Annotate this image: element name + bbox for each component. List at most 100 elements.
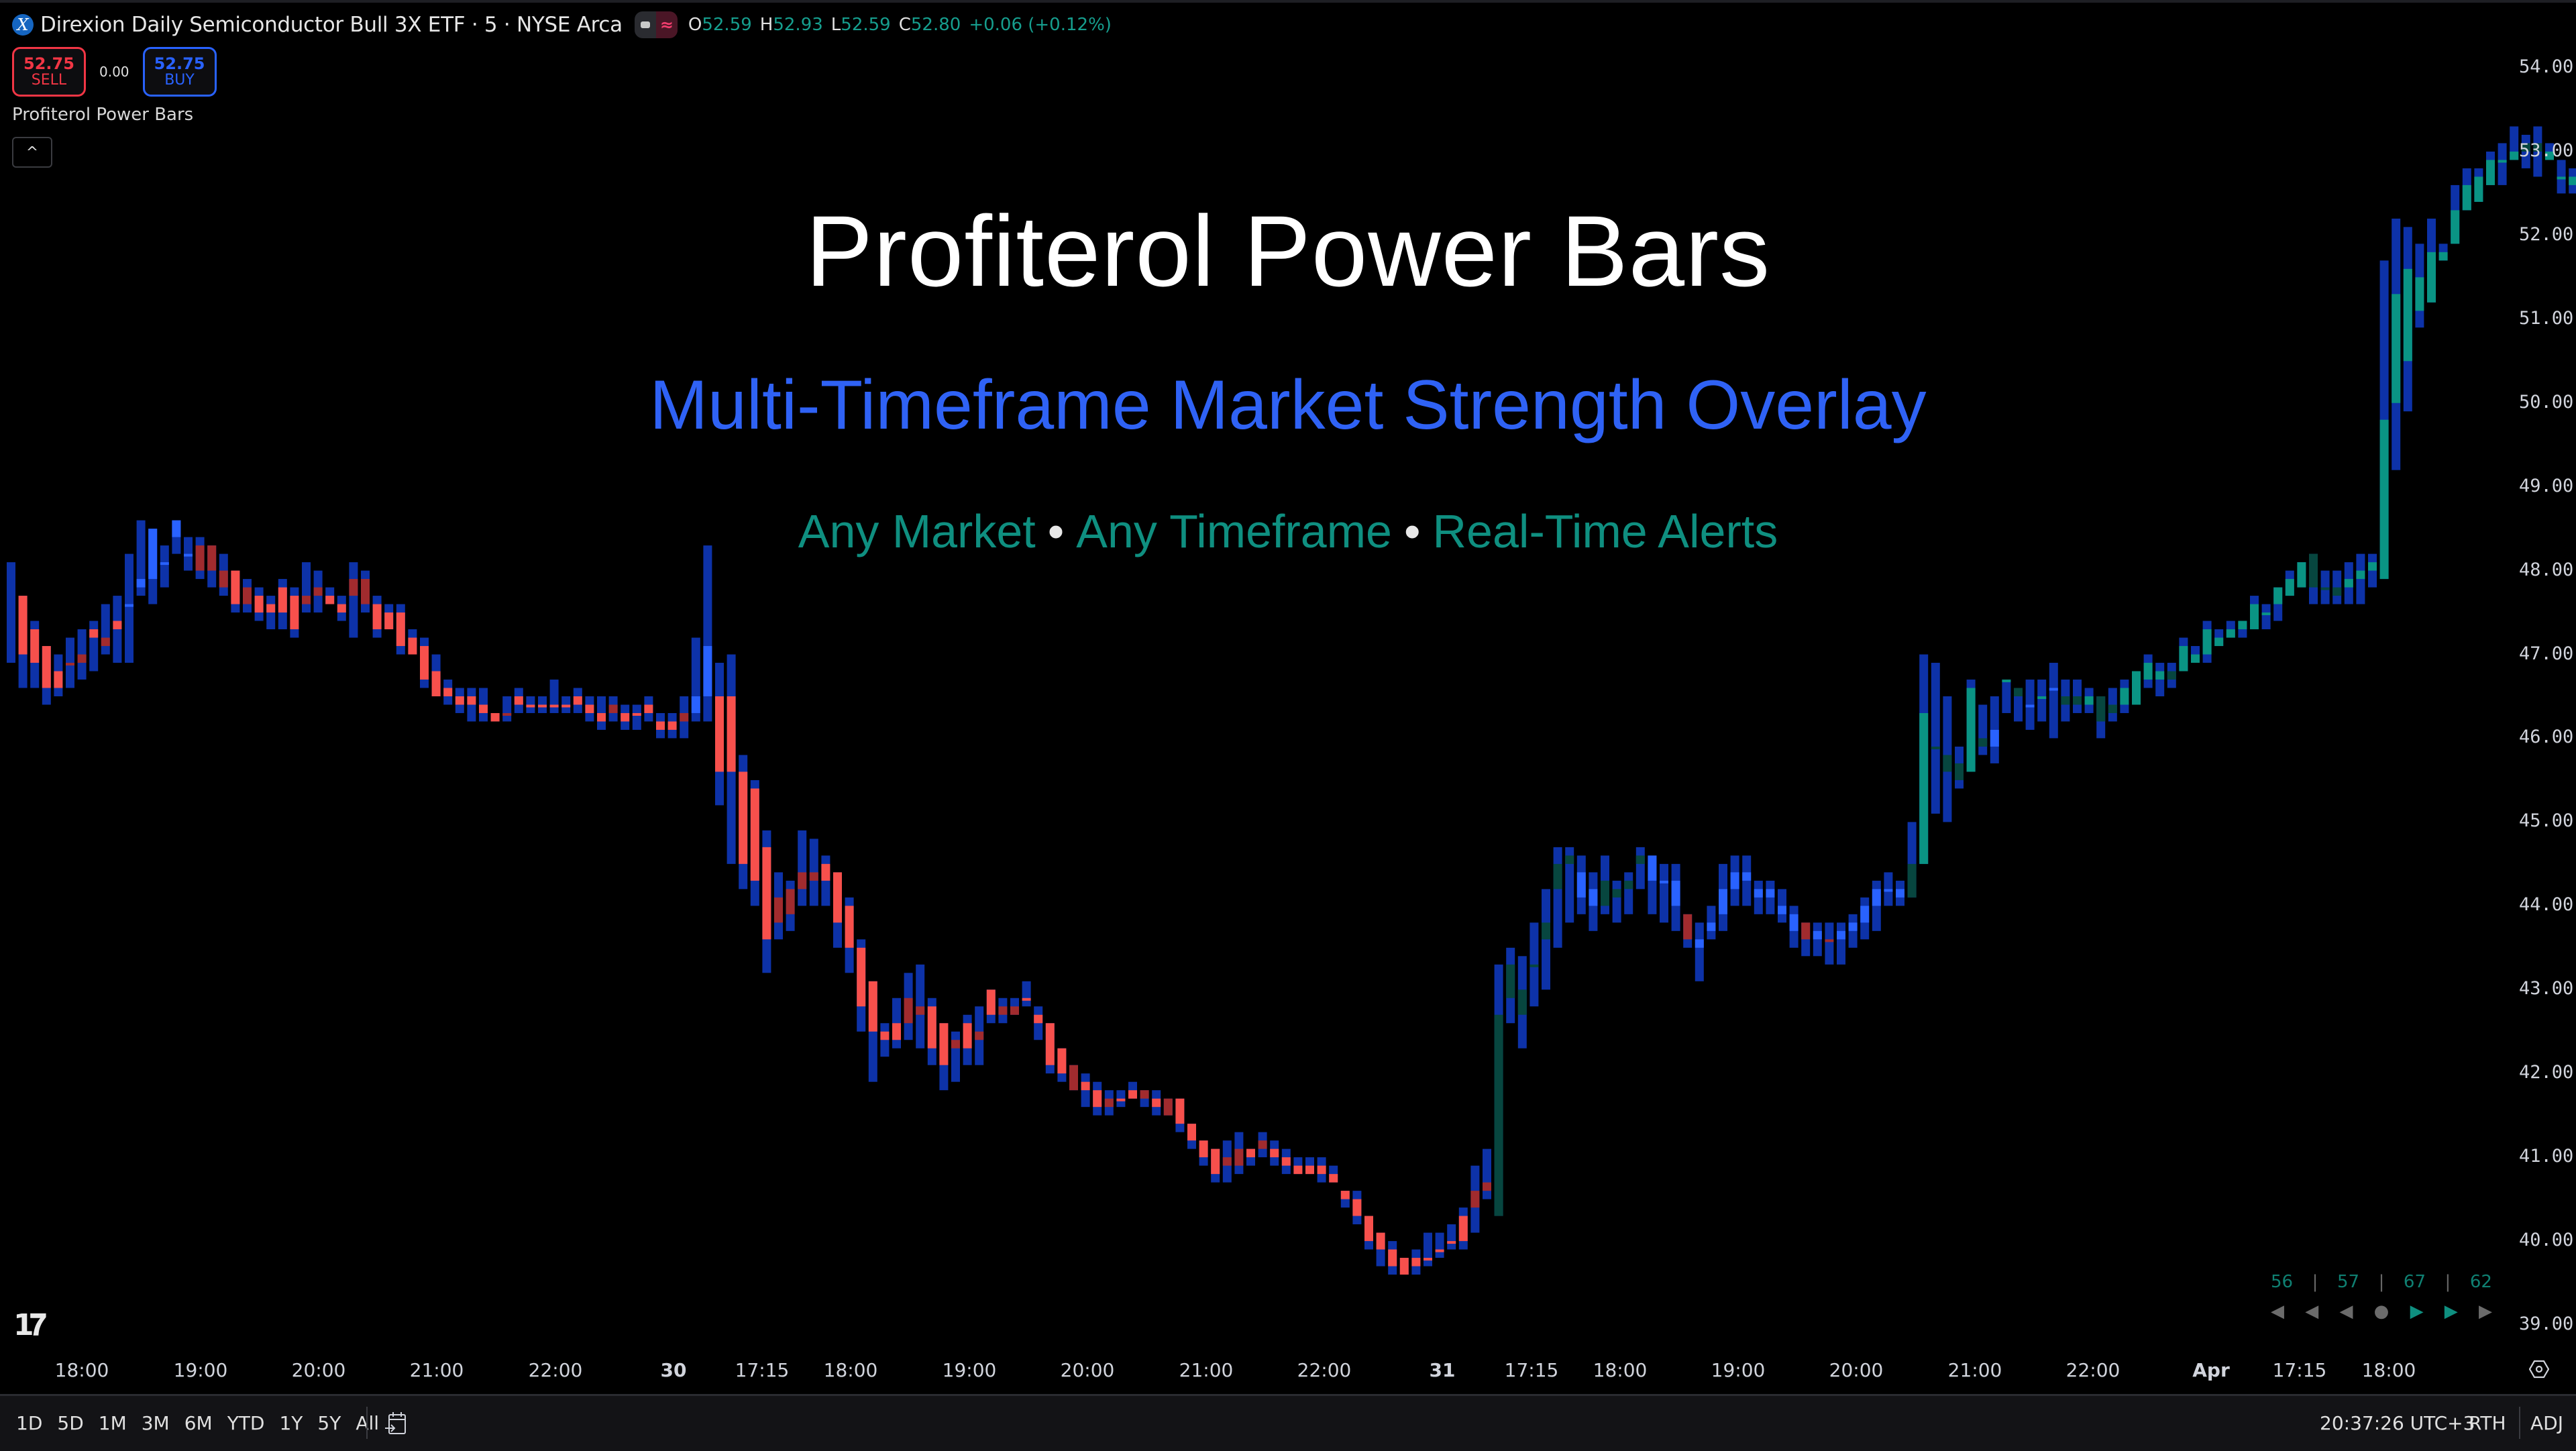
power-bar-body — [2049, 688, 2058, 691]
time-tick: 18:00 — [54, 1359, 109, 1381]
power-bar-body — [868, 981, 877, 1032]
power-bar-body — [125, 604, 133, 607]
power-bar-body — [1754, 889, 1763, 898]
range-button-6m[interactable]: 6M — [184, 1412, 213, 1434]
power-bar-body — [1565, 855, 1574, 864]
power-bar-body — [597, 712, 606, 722]
power-bar-body — [77, 654, 87, 663]
range-button-1m[interactable]: 1M — [98, 1412, 127, 1434]
range-button-1y[interactable]: 1Y — [279, 1412, 303, 1434]
power-bar-body — [644, 704, 653, 713]
power-bar-body — [2179, 646, 2188, 671]
power-bar-body — [2025, 704, 2035, 708]
collapse-legend-button[interactable]: ^ — [12, 137, 52, 168]
price-tick: 54.00 — [2519, 56, 2574, 77]
range-button-5d[interactable]: 5D — [57, 1412, 84, 1434]
time-tick: 19:00 — [1711, 1359, 1766, 1381]
power-bar-body — [1424, 1258, 1432, 1261]
power-bar-body — [2462, 184, 2471, 211]
power-bar-body — [691, 696, 700, 713]
power-bar-body — [384, 612, 394, 630]
time-tick: 21:00 — [1947, 1359, 2002, 1381]
power-bar-range — [2037, 680, 2047, 722]
clock-timezone[interactable]: 20:37:26 UTC+3 — [2320, 1412, 2475, 1434]
indicator-legend-name[interactable]: Profiterol Power Bars — [12, 105, 194, 125]
range-button-5y[interactable]: 5Y — [317, 1412, 341, 1434]
price-tick: 52.00 — [2519, 223, 2574, 245]
toolbar-divider — [2519, 1407, 2520, 1439]
go-to-date-icon[interactable] — [384, 1411, 409, 1438]
mtf-value-4: 62 — [2469, 1272, 2492, 1292]
power-bar-body — [1128, 1090, 1137, 1099]
data-delay-icon: ≈ — [655, 11, 678, 38]
status-chip[interactable]: ≈ — [634, 11, 678, 38]
range-button-3m[interactable]: 3M — [141, 1412, 170, 1434]
power-bar-body — [1801, 922, 1811, 940]
power-bar-body — [1293, 1165, 1303, 1175]
time-tick: 31 — [1429, 1359, 1456, 1381]
power-bar-body — [549, 704, 559, 708]
chevron-up-icon: ^ — [25, 144, 39, 161]
power-bar-body — [1470, 1191, 1480, 1208]
power-bar-body — [2143, 663, 2153, 680]
time-tick: 19:00 — [942, 1359, 997, 1381]
power-bar-body — [1340, 1191, 1350, 1199]
power-bar-body — [2368, 562, 2377, 571]
buy-button[interactable]: 52.75 BUY — [142, 47, 217, 97]
power-bar-body — [219, 570, 228, 588]
time-tick: 18:00 — [1593, 1359, 1648, 1381]
date-range-buttons: 1D5D1M3M6MYTD1Y5YAll — [16, 1412, 379, 1434]
session-toggle[interactable]: RTH — [2469, 1412, 2506, 1434]
symbol-title[interactable]: Direxion Daily Semiconductor Bull 3X ETF… — [40, 13, 623, 37]
power-bar-range — [101, 604, 110, 655]
power-bar-body — [490, 712, 500, 722]
power-bar-range — [1848, 914, 1858, 948]
bottom-toolbar: 1D5D1M3M6MYTD1Y5YAll 20:37:26 UTC+3 RTH … — [0, 1394, 2576, 1451]
power-bar-body — [243, 587, 252, 604]
arrow-left-icon: ◀ — [2271, 1301, 2284, 1322]
power-bar-body — [786, 889, 795, 914]
mtf-values: 56 | 57 | 67 | 62 — [2271, 1272, 2492, 1292]
power-bar-range — [1022, 981, 1031, 1007]
power-bar-body — [1825, 939, 1834, 943]
power-bar-body — [975, 1031, 984, 1040]
power-bar-range — [7, 562, 15, 663]
power-bar-body — [739, 771, 748, 864]
power-bar-range — [951, 1031, 960, 1082]
power-bar-body — [1010, 1006, 1019, 1015]
power-bar-body — [2344, 579, 2353, 588]
power-bar-body — [361, 579, 370, 604]
buy-price: 52.75 — [154, 54, 205, 73]
power-bar-body — [2309, 553, 2318, 588]
time-tick: 20:00 — [1829, 1359, 1884, 1381]
price-chart[interactable] — [0, 0, 2576, 1348]
power-bar-body — [904, 998, 913, 1024]
power-bar-range — [1978, 704, 1988, 755]
sell-button[interactable]: 52.75 SELL — [12, 47, 86, 97]
mtf-strength-panel: 56 | 57 | 67 | 62 ◀ ◀ ◀ ● ▶ ▶ ▶ — [2271, 1272, 2492, 1322]
ohlc-low: L52.59 — [830, 15, 891, 35]
power-bar-body — [1246, 1148, 1255, 1158]
symbol-logo-icon[interactable]: X — [12, 14, 34, 36]
power-bar-body — [207, 545, 217, 571]
range-button-ytd[interactable]: YTD — [227, 1412, 265, 1434]
spread-value: 0.00 — [99, 64, 129, 80]
power-bar-body — [2297, 562, 2306, 588]
power-bar-body — [1955, 763, 1964, 780]
power-bar-body — [2320, 587, 2330, 590]
power-bar-body — [2379, 419, 2389, 580]
chart-settings-icon[interactable] — [2529, 1359, 2549, 1379]
power-bar-body — [302, 596, 311, 604]
power-bar-body — [880, 1031, 890, 1040]
power-bar-range — [89, 621, 99, 671]
tradingview-logo-icon[interactable]: 1𝟕 — [13, 1308, 46, 1342]
adjust-toggle[interactable]: ADJ — [2530, 1412, 2563, 1434]
range-button-1d[interactable]: 1D — [16, 1412, 43, 1434]
power-bar-body — [2273, 587, 2283, 604]
power-bar-body — [1990, 729, 1999, 747]
power-bar-body — [1022, 998, 1031, 1001]
power-bar-body — [892, 1023, 901, 1040]
power-bar-body — [1612, 889, 1621, 898]
power-bar-range — [349, 562, 358, 638]
power-bar-body — [916, 1006, 925, 1015]
